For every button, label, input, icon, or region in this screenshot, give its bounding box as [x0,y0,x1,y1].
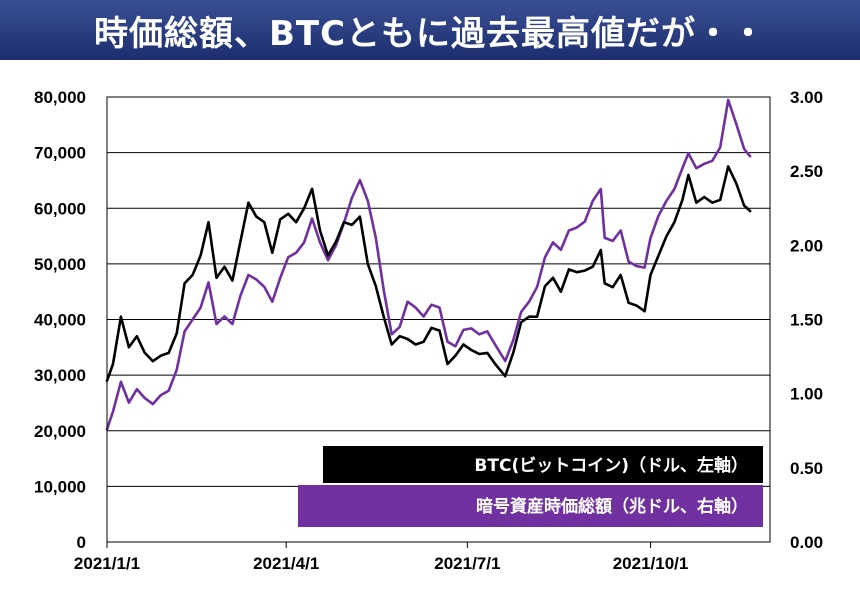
y-right-ticks: 0.00 0.50 1.00 1.50 2.00 2.50 3.00 [790,88,823,552]
y-right-tick-label: 2.00 [790,236,823,255]
y-left-tick-label: 50,000 [34,255,86,274]
x-tick-label: 2021/4/1 [253,554,319,573]
x-tick-label: 2021/10/1 [613,554,689,573]
legend-box-btc [323,446,763,483]
series-line-btc [105,165,752,383]
y-left-ticks: 0 10,000 20,000 30,000 40,000 50,000 60,000 70,… [34,88,86,552]
y-left-tick-label: 70,000 [34,144,86,163]
y-left-tick-label: 20,000 [34,422,86,441]
y-right-tick-label: 1.50 [790,311,823,330]
legend: BTC(ビットコイン)（ドル、左軸） 暗号資産時価総額（兆ドル、右軸） [298,446,763,527]
y-right-tick-label: 0.00 [790,533,823,552]
x-ticks: 2021/1/1 2021/4/1 2021/7/1 2021/10/1 [74,542,688,573]
grid-lines [107,152,770,487]
chart-title: 時価総額、BTCともに過去最高値だが・・ [93,13,767,54]
y-left-tick-label: 60,000 [34,199,86,218]
legend-label-btc: BTC(ビットコイン)（ドル、左軸） [474,455,748,476]
plot-border [106,96,771,543]
title-banner: 時価総額、BTCともに過去最高値だが・・ [0,0,860,60]
y-right-tick-label: 0.50 [790,459,823,478]
y-left-tick-label: 40,000 [34,311,86,330]
y-left-tick-label: 10,000 [34,477,86,496]
y-left-tick-label: 0 [77,533,86,552]
y-right-tick-label: 2.50 [790,162,823,181]
x-tick-label: 2021/7/1 [434,554,500,573]
y-right-tick-label: 1.00 [790,385,823,404]
series-layer [105,98,752,431]
y-right-tick-label: 3.00 [790,88,823,107]
series-line-market-cap [105,98,752,431]
legend-label-market-cap: 暗号資産時価総額（兆ドル、右軸） [476,496,748,517]
y-left-tick-label: 80,000 [34,88,86,107]
x-tick-label: 2021/1/1 [74,554,140,573]
chart: 0 10,000 20,000 30,000 40,000 50,000 60,000 70,… [34,88,823,573]
legend-box-market-cap [298,485,763,527]
y-left-tick-label: 30,000 [34,366,86,385]
